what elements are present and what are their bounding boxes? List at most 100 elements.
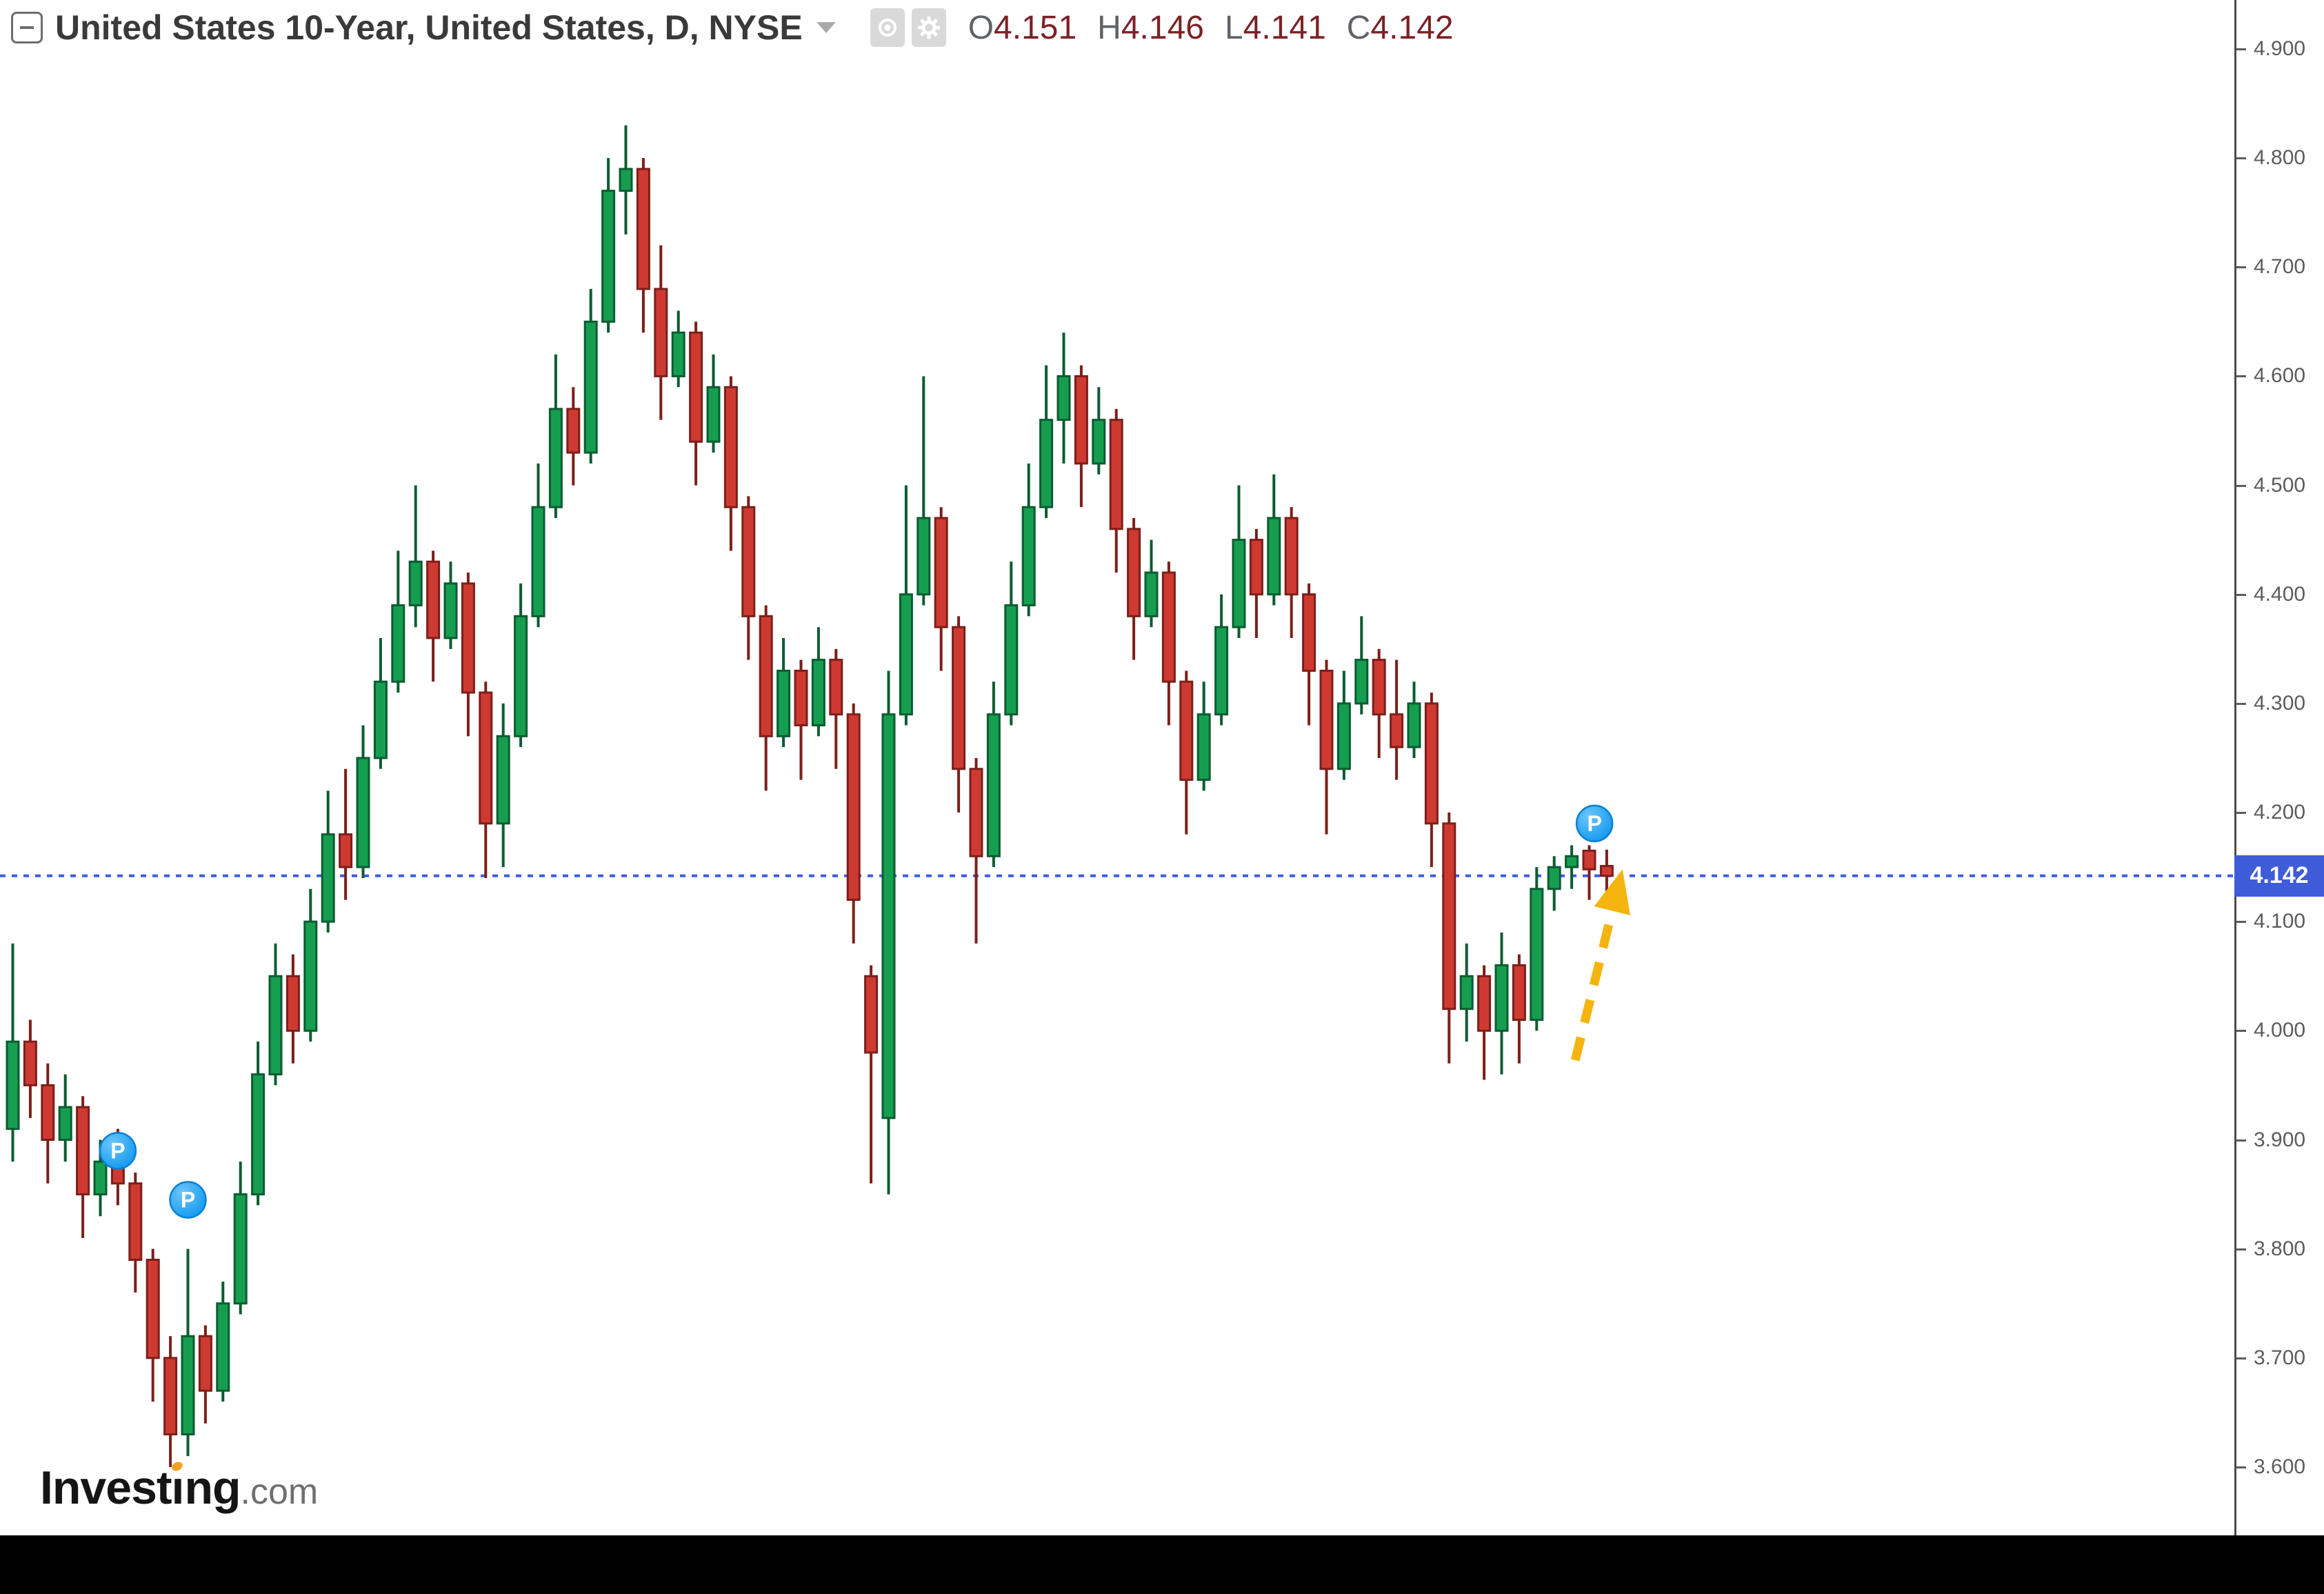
axis-tick-dash: [2236, 1466, 2246, 1468]
axis-tick-dash: [2236, 593, 2246, 596]
candle: [321, 790, 335, 933]
axis-tick-label: 4.700: [2254, 255, 2306, 279]
low-value: 4.141: [1243, 9, 1326, 46]
high-value: 4.146: [1121, 9, 1204, 46]
eye-icon: [878, 19, 896, 37]
gear-icon: [917, 17, 940, 39]
candle: [1267, 474, 1281, 606]
candle: [6, 943, 20, 1162]
candle: [373, 638, 388, 769]
ohlc-open: O 4.151: [968, 9, 1076, 47]
candle: [829, 648, 843, 769]
candle: [233, 1162, 248, 1315]
candle: [356, 725, 370, 878]
investing-com-logo: Invest ı ng .com: [40, 1461, 318, 1515]
position-marker[interactable]: P: [169, 1181, 207, 1219]
candle: [1179, 670, 1194, 835]
candle: [1407, 681, 1421, 758]
candle: [268, 943, 283, 1086]
axis-tick-label: 4.500: [2254, 473, 2306, 497]
axis-tick-dash: [2236, 375, 2246, 378]
open-label: O: [968, 9, 994, 46]
candle: [969, 757, 983, 944]
candle: [846, 703, 861, 944]
axis-tick-label: 4.400: [2254, 582, 2306, 606]
axis-tick-dash: [2236, 921, 2246, 924]
candle: [1109, 408, 1123, 573]
collapse-panel-icon[interactable]: [11, 12, 43, 43]
axis-tick-dash: [2236, 1357, 2246, 1359]
candle: [1477, 965, 1492, 1080]
candle: [146, 1248, 160, 1402]
position-marker[interactable]: P: [99, 1132, 137, 1170]
axis-tick-label: 3.600: [2254, 1455, 2306, 1478]
candle: [1424, 693, 1439, 868]
last-price-value: 4.142: [2250, 862, 2309, 889]
axis-tick-label: 3.700: [2254, 1346, 2306, 1369]
candle: [741, 496, 756, 660]
candle: [1582, 845, 1596, 900]
candle: [1565, 845, 1579, 889]
candle: [934, 507, 948, 671]
trend-arrow-head: [1594, 869, 1631, 915]
candle: [1039, 365, 1054, 519]
candle: [1249, 528, 1263, 639]
candle: [181, 1248, 195, 1457]
candle: [601, 158, 616, 333]
candle: [1056, 332, 1071, 464]
trend-arrow-shaft: [1570, 907, 1618, 1062]
ohlc-close: C 4.142: [1347, 9, 1454, 47]
eye-visibility-button[interactable]: [870, 8, 905, 47]
candle: [531, 463, 545, 628]
candle: [986, 681, 1001, 868]
axis-tick-label: 4.600: [2254, 364, 2306, 388]
candle: [1372, 648, 1386, 758]
candle: [759, 605, 773, 791]
axis-tick-label: 3.900: [2254, 1128, 2306, 1151]
price-axis-line: [2234, 0, 2236, 1535]
axis-tick-label: 4.300: [2254, 691, 2306, 715]
open-value: 4.151: [994, 9, 1077, 46]
candle: [479, 681, 493, 878]
candle: [706, 354, 721, 453]
axis-tick-dash: [2236, 266, 2246, 269]
candle: [461, 572, 475, 737]
candle: [1354, 616, 1369, 715]
trend-arrow-layer: [1570, 869, 1631, 1062]
close-value: 4.142: [1370, 9, 1454, 46]
candle: [619, 125, 633, 235]
candle: [583, 288, 598, 464]
high-label: H: [1097, 9, 1121, 46]
candle: [391, 550, 405, 693]
candle: [1336, 670, 1351, 780]
chevron-down-icon[interactable]: [816, 22, 836, 33]
axis-tick-label: 4.200: [2254, 801, 2306, 824]
candle: [1599, 849, 1614, 891]
position-marker-label: P: [1587, 811, 1601, 836]
candle: [76, 1096, 90, 1238]
candle: [128, 1172, 143, 1293]
symbol-title[interactable]: United States 10-Year, United States, D,…: [55, 8, 803, 47]
candle: [1390, 659, 1404, 780]
position-markers-layer[interactable]: P P P: [99, 804, 1614, 1219]
axis-tick-dash: [2236, 48, 2246, 50]
axis-tick-dash: [2236, 1248, 2246, 1251]
candle: [1459, 943, 1474, 1042]
candle: [23, 1019, 37, 1118]
candle: [1074, 365, 1088, 508]
logo-text-ng: ng: [184, 1462, 241, 1514]
position-marker[interactable]: P: [1575, 804, 1614, 843]
position-marker-label: P: [181, 1187, 195, 1212]
candle: [496, 703, 510, 868]
axis-tick-dash: [2236, 1139, 2246, 1142]
candle: [723, 376, 738, 551]
candle: [1547, 856, 1561, 911]
settings-button[interactable]: [911, 8, 946, 47]
axis-tick-label: 3.800: [2254, 1237, 2306, 1260]
candle: [689, 321, 703, 486]
candle: [916, 376, 931, 606]
candle: [794, 659, 808, 780]
candle: [1284, 507, 1299, 639]
